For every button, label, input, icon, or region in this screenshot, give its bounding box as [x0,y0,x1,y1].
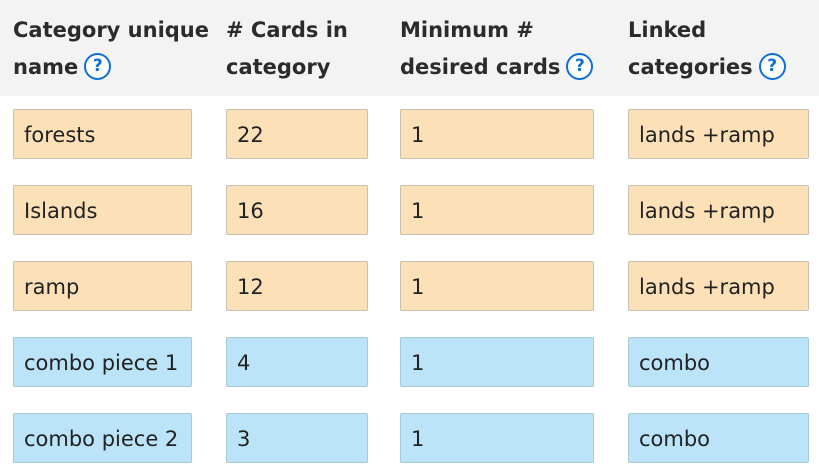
minimum-desired-field[interactable]: 1 [400,261,594,311]
category-name-field[interactable]: forests [13,109,192,159]
header-minimum-desired: Minimum # desired cards? [400,12,594,86]
table-header: Category unique name? # Cards in categor… [0,0,819,96]
header-linked-categories: Linked categories? [628,12,786,86]
help-icon-minimum-desired[interactable]: ? [566,52,594,80]
cards-count-field[interactable]: 4 [226,337,368,387]
header-category-name-line2: name [13,55,79,79]
header-cards-line2: category [226,55,331,79]
header-cards-in-category: # Cards in category [226,12,348,86]
category-name-field[interactable]: combo piece 2 [13,413,192,463]
header-category-name-line1: Category unique [13,18,210,42]
linked-categories-field[interactable]: lands +ramp [628,261,809,311]
minimum-desired-field[interactable]: 1 [400,185,594,235]
cards-count-field[interactable]: 16 [226,185,368,235]
header-linked-line1: Linked [628,18,707,42]
linked-categories-field[interactable]: combo [628,413,809,463]
category-name-field[interactable]: combo piece 1 [13,337,192,387]
category-name-field[interactable]: Islands [13,185,192,235]
minimum-desired-field[interactable]: 1 [400,337,594,387]
cards-count-field[interactable]: 12 [226,261,368,311]
header-minimum-line1: Minimum # [400,18,534,42]
minimum-desired-field[interactable]: 1 [400,109,594,159]
header-cards-line1: # Cards in [226,18,348,42]
header-minimum-line2: desired cards [400,55,561,79]
linked-categories-field[interactable]: lands +ramp [628,185,809,235]
cards-count-field[interactable]: 3 [226,413,368,463]
help-icon-linked-categories[interactable]: ? [758,52,786,80]
cards-count-field[interactable]: 22 [226,109,368,159]
header-category-name: Category unique name? [13,12,209,86]
header-linked-line2: categories [628,55,753,79]
category-name-field[interactable]: ramp [13,261,192,311]
minimum-desired-field[interactable]: 1 [400,413,594,463]
linked-categories-field[interactable]: combo [628,337,809,387]
linked-categories-field[interactable]: lands +ramp [628,109,809,159]
help-icon-category-name[interactable]: ? [84,52,112,80]
